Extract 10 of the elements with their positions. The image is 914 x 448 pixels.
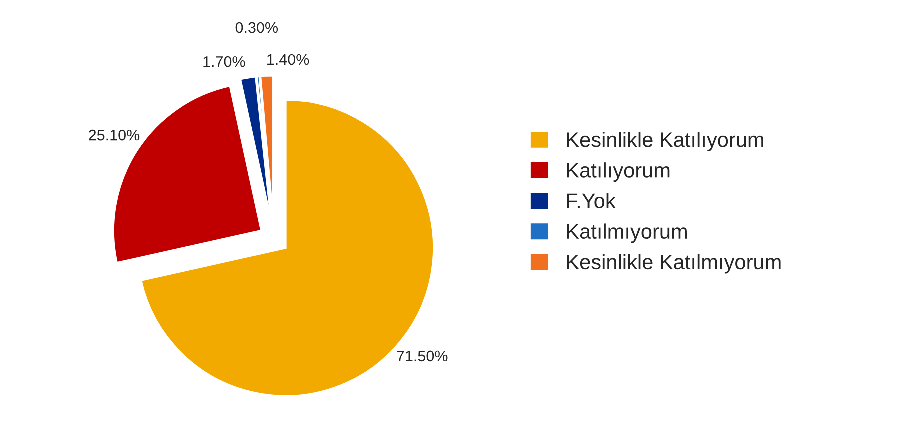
data-label: 0.30% <box>236 22 278 34</box>
legend-label: Katılıyorum <box>567 162 670 182</box>
data-label: 1.40% <box>268 54 310 66</box>
legend-label: Kesinlikle Katılıyorum <box>567 132 764 152</box>
legend-label: Kesinlikle Katılmıyorum <box>567 254 781 274</box>
data-label: 71.50% <box>397 350 448 362</box>
legend-label: Katılmıyorum <box>567 224 687 244</box>
legend-label: F.Yok <box>567 193 616 208</box>
data-label: 1.70% <box>204 56 246 68</box>
data-label: 25.10% <box>89 130 140 141</box>
